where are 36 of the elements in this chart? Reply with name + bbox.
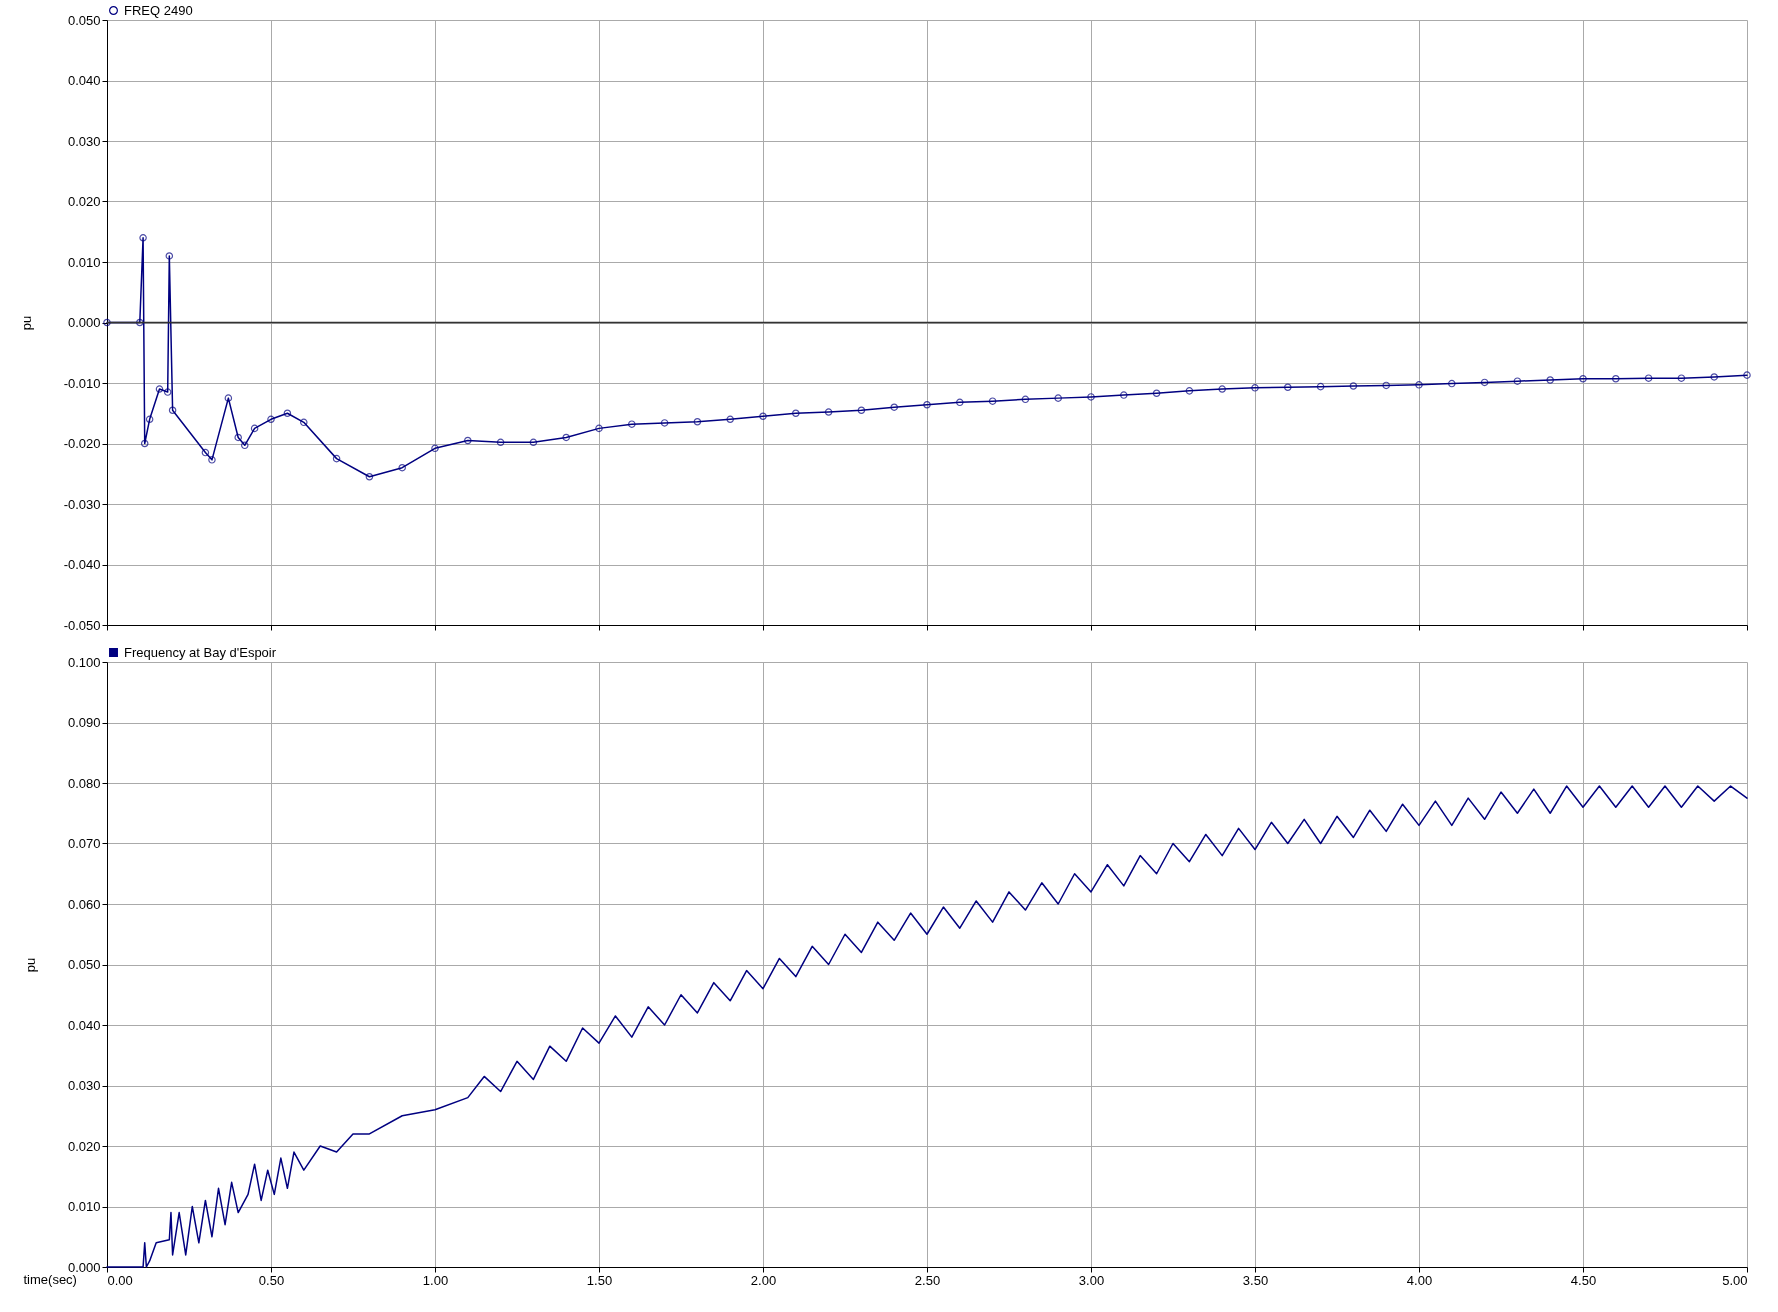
y-tick-label: 0.070 <box>67 836 101 851</box>
x-tick-label: 0.00 <box>107 1272 133 1288</box>
y-tick-label: -0.030 <box>63 496 101 512</box>
y-axis-title: pu <box>22 957 38 973</box>
y-tick-label: 0.030 <box>67 133 101 149</box>
x-tick-label: 1.00 <box>422 1272 449 1288</box>
y-tick-label: 0.100 <box>67 654 101 670</box>
y-tick-label: 0.040 <box>67 1017 101 1033</box>
x-tick-label: 4.50 <box>1570 1272 1597 1288</box>
y-tick-label: -0.050 <box>63 617 101 633</box>
y-tick-label: 0.060 <box>67 896 101 912</box>
y-tick-label: -0.040 <box>63 557 101 572</box>
x-tick-label: 3.00 <box>1078 1272 1105 1288</box>
x-tick-label: 0.50 <box>258 1272 285 1288</box>
y-tick-label: 0.010 <box>67 254 101 270</box>
y-tick-label: -0.010 <box>63 375 101 391</box>
y-tick-label: 0.000 <box>67 315 101 330</box>
x-tick-label: 1.50 <box>586 1272 613 1288</box>
y-axis-title: pu <box>18 315 34 331</box>
x-tick-label: 3.50 <box>1242 1272 1269 1288</box>
y-tick-label: 0.020 <box>67 194 101 209</box>
x-tick-label: 4.00 <box>1406 1272 1433 1288</box>
x-tick-label: 2.00 <box>750 1272 777 1288</box>
y-tick-label: 0.090 <box>67 715 101 730</box>
legend-label: FREQ 2490 <box>124 2 193 18</box>
y-tick-label: -0.020 <box>63 436 101 451</box>
y-tick-label: 0.050 <box>67 957 101 972</box>
y-tick-label: 0.010 <box>67 1199 101 1214</box>
y-tick-label: 0.040 <box>67 73 101 88</box>
y-tick-label: 0.050 <box>67 12 101 28</box>
y-tick-label: 0.020 <box>67 1138 101 1154</box>
legend-label: Frequency at Bay d'Espoir <box>124 644 277 660</box>
x-tick-label: 5.00 <box>1722 1272 1748 1288</box>
x-tick-label: 2.50 <box>914 1272 941 1288</box>
y-tick-label: 0.080 <box>67 775 101 791</box>
y-tick-label: 0.030 <box>67 1078 101 1093</box>
